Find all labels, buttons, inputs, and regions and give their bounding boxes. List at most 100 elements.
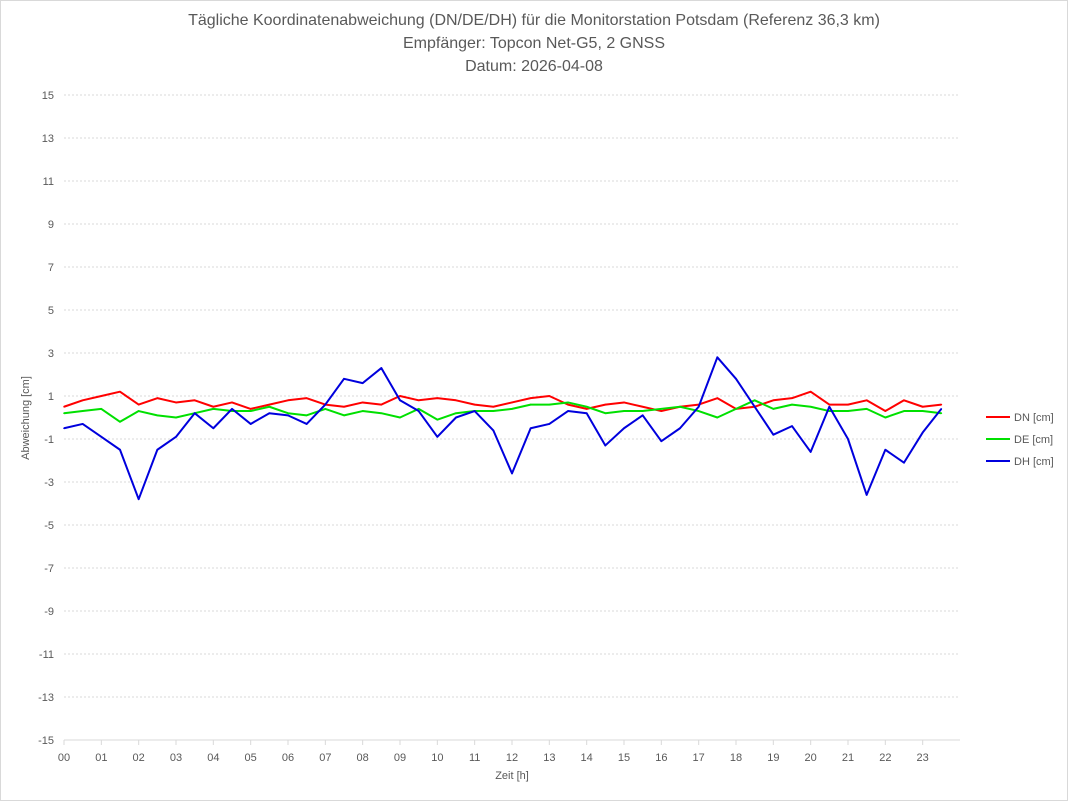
data-point xyxy=(847,438,849,440)
data-point xyxy=(511,472,513,475)
y-tick-label: -3 xyxy=(44,477,54,489)
data-point xyxy=(100,395,103,397)
data-point xyxy=(324,408,327,410)
data-point xyxy=(81,399,84,402)
y-tick-label: 13 xyxy=(42,133,54,145)
x-tick-label: 00 xyxy=(58,752,70,764)
data-point xyxy=(455,412,457,415)
chart-title: Tägliche Koordinatenabweichung (DN/DE/DH… xyxy=(188,12,880,29)
data-point xyxy=(921,431,924,434)
data-point xyxy=(791,403,793,406)
data-point xyxy=(492,429,495,432)
data-point xyxy=(455,416,457,419)
data-point xyxy=(175,436,177,438)
x-tick-label: 01 xyxy=(95,752,107,764)
data-point xyxy=(212,405,215,408)
data-point xyxy=(436,397,439,399)
data-point xyxy=(63,405,65,408)
y-tick-label: 7 xyxy=(48,262,54,274)
data-point xyxy=(119,448,121,451)
data-point xyxy=(809,451,812,453)
x-tick-label: 07 xyxy=(319,752,331,764)
data-point xyxy=(231,401,233,404)
data-point xyxy=(604,412,607,415)
data-point xyxy=(940,403,943,406)
data-point xyxy=(436,436,439,438)
data-point xyxy=(287,412,289,415)
x-axis-title: Zeit [h] xyxy=(495,770,529,782)
legend-label: DH [cm] xyxy=(1014,456,1054,468)
data-point xyxy=(193,399,196,402)
data-point xyxy=(137,498,140,501)
data-point xyxy=(828,403,831,406)
x-tick-label: 12 xyxy=(506,752,518,764)
y-tick-label: -9 xyxy=(44,606,54,618)
data-point xyxy=(548,423,551,425)
y-tick-label: 15 xyxy=(42,90,54,102)
data-point xyxy=(137,410,140,412)
data-point xyxy=(455,399,457,402)
data-point xyxy=(697,405,700,408)
data-point xyxy=(380,403,383,406)
x-tick-label: 21 xyxy=(842,752,854,764)
data-point xyxy=(884,410,887,412)
data-point xyxy=(809,390,812,393)
data-point xyxy=(865,408,868,410)
data-point xyxy=(548,395,551,397)
data-point xyxy=(287,399,289,402)
x-tick-label: 15 xyxy=(618,752,630,764)
data-point xyxy=(268,412,271,415)
data-point xyxy=(529,397,532,399)
data-point xyxy=(847,410,849,412)
data-point xyxy=(604,444,607,447)
data-point xyxy=(716,356,719,359)
data-point xyxy=(567,403,569,406)
data-point xyxy=(100,408,103,410)
data-point xyxy=(324,403,327,406)
y-tick-label: -11 xyxy=(39,649,54,661)
data-point xyxy=(548,403,551,406)
x-tick-label: 20 xyxy=(805,752,817,764)
data-point xyxy=(921,405,924,408)
data-point xyxy=(81,423,84,425)
data-point xyxy=(212,427,215,430)
x-tick-label: 17 xyxy=(693,752,705,764)
x-tick-label: 11 xyxy=(469,752,480,764)
chart-date: Datum: 2026-04-08 xyxy=(465,58,603,75)
data-point xyxy=(772,408,775,410)
data-point xyxy=(175,416,177,419)
data-point xyxy=(772,433,775,436)
data-point xyxy=(436,418,439,421)
data-point xyxy=(231,408,233,410)
data-point xyxy=(903,410,905,412)
data-point xyxy=(119,390,121,393)
data-point xyxy=(175,401,177,404)
x-tick-label: 08 xyxy=(357,752,369,764)
data-point xyxy=(473,403,476,406)
data-point xyxy=(753,405,756,408)
data-point xyxy=(193,412,196,415)
data-point xyxy=(697,410,700,412)
data-point xyxy=(884,416,887,419)
data-point xyxy=(399,416,401,419)
data-point xyxy=(529,427,532,430)
data-point xyxy=(940,412,943,415)
data-point xyxy=(716,416,719,419)
data-point xyxy=(249,408,252,410)
data-point xyxy=(156,448,159,451)
data-point xyxy=(791,425,793,427)
data-point xyxy=(716,397,719,399)
y-tick-label: 5 xyxy=(48,305,54,317)
data-point xyxy=(940,408,943,410)
data-point xyxy=(268,403,271,406)
data-point xyxy=(81,410,84,412)
data-point xyxy=(604,403,607,406)
series-line-3 xyxy=(63,356,943,501)
x-tick-label: 03 xyxy=(170,752,182,764)
y-tick-label: -13 xyxy=(38,692,54,704)
data-point xyxy=(884,448,887,451)
data-point xyxy=(660,408,663,410)
data-point xyxy=(305,423,308,425)
y-tick-label: 3 xyxy=(48,348,54,360)
data-point xyxy=(473,410,476,412)
